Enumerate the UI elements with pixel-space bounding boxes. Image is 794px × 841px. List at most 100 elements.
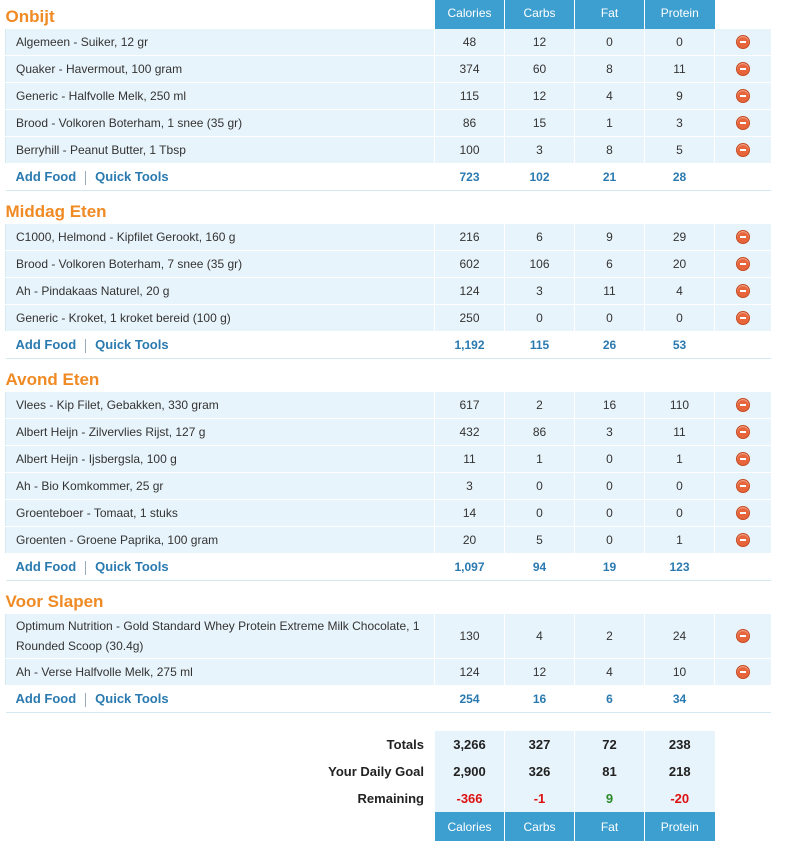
delete-cell[interactable]	[714, 445, 771, 473]
delete-cell[interactable]	[714, 526, 771, 554]
section-spacer	[6, 713, 771, 732]
food-name[interactable]: Quaker - Havermout, 100 gram	[5, 55, 435, 83]
column-header-protein[interactable]: Protein	[644, 0, 715, 29]
food-name[interactable]: Berryhill - Peanut Butter, 1 Tbsp	[5, 136, 435, 164]
food-name[interactable]: Ah - Pindakaas Naturel, 20 g	[5, 277, 435, 305]
food-row[interactable]: Ah - Verse Halfvolle Melk, 275 ml 124 12 4 1…	[5, 658, 771, 686]
delete-cell[interactable]	[714, 109, 771, 137]
food-name[interactable]: Groenteboer - Tomaat, 1 stuks	[5, 499, 435, 527]
meal-totals-row: Add Food Quick Tools 723 102 21 28	[5, 163, 771, 191]
summary-label: Totals	[386, 737, 424, 752]
food-row[interactable]: Groenten - Groene Paprika, 100 gram 20 5 0 1	[5, 526, 771, 554]
food-row[interactable]: Brood - Volkoren Boterham, 7 snee (35 gr…	[5, 250, 771, 278]
food-row[interactable]: C1000, Helmond - Kipfilet Gerookt, 160 g…	[5, 224, 771, 251]
delete-cell[interactable]	[714, 392, 771, 419]
delete-cell[interactable]	[714, 55, 771, 83]
add-food-link[interactable]: Add Food	[15, 559, 77, 575]
column-header-calories[interactable]: Calories	[434, 0, 505, 29]
food-row[interactable]: Brood - Volkoren Boterham, 1 snee (35 gr…	[5, 109, 771, 137]
remove-circle-icon[interactable]	[735, 398, 750, 413]
food-carbs: 5	[504, 526, 575, 554]
food-name[interactable]: Albert Heijn - Zilvervlies Rijst, 127 g	[5, 418, 435, 446]
remove-circle-icon[interactable]	[735, 143, 750, 158]
remove-circle-icon[interactable]	[735, 425, 750, 440]
quick-tools-link[interactable]: Quick Tools	[95, 169, 169, 185]
add-food-link[interactable]: Add Food	[15, 691, 77, 707]
remove-circle-icon[interactable]	[735, 665, 750, 680]
delete-cell[interactable]	[714, 418, 771, 446]
food-row[interactable]: Albert Heijn - Ijsbergsla, 100 g 11 1 0 1	[5, 445, 771, 473]
food-row[interactable]: Generic - Kroket, 1 kroket bereid (100 g…	[5, 304, 771, 332]
quick-tools-link[interactable]: Quick Tools	[95, 337, 169, 353]
meal-header-row: Voor Slapen	[6, 581, 771, 615]
food-row[interactable]: Vlees - Kip Filet, Gebakken, 330 gram 617…	[5, 392, 771, 419]
food-carbs: 12	[504, 658, 575, 686]
column-header-carbs[interactable]: Carbs	[504, 0, 575, 29]
food-name[interactable]: Ah - Verse Halfvolle Melk, 275 ml	[5, 658, 435, 686]
spacer-cell	[6, 713, 771, 732]
column-header-fat[interactable]: Fat	[574, 0, 645, 29]
food-row[interactable]: Berryhill - Peanut Butter, 1 Tbsp 100 3 8 5	[5, 136, 771, 164]
remove-circle-icon[interactable]	[735, 284, 750, 299]
food-row[interactable]: Quaker - Havermout, 100 gram 374 60 8 11	[5, 55, 771, 83]
remove-circle-icon[interactable]	[735, 452, 750, 467]
food-row[interactable]: Groenteboer - Tomaat, 1 stuks 14 0 0 0	[5, 499, 771, 527]
quick-tools-link[interactable]: Quick Tools	[95, 691, 169, 707]
quick-tools-link[interactable]: Quick Tools	[95, 559, 169, 575]
meal-title: Onbijt	[5, 7, 55, 26]
food-name[interactable]: Brood - Volkoren Boterham, 7 snee (35 gr…	[5, 250, 435, 278]
food-protein: 1	[644, 445, 715, 473]
food-name[interactable]: Generic - Kroket, 1 kroket bereid (100 g…	[5, 304, 435, 332]
delete-cell[interactable]	[714, 472, 771, 500]
delete-cell[interactable]	[714, 614, 771, 659]
remove-circle-icon[interactable]	[735, 506, 750, 521]
delete-cell[interactable]	[714, 277, 771, 305]
add-food-link[interactable]: Add Food	[15, 169, 77, 185]
food-name[interactable]: Vlees - Kip Filet, Gebakken, 330 gram	[5, 392, 435, 419]
remove-circle-icon[interactable]	[735, 116, 750, 131]
add-food-link[interactable]: Add Food	[15, 337, 77, 353]
remove-circle-icon[interactable]	[735, 533, 750, 548]
food-row[interactable]: Ah - Bio Komkommer, 25 gr 3 0 0 0	[5, 472, 771, 500]
delete-cell[interactable]	[714, 224, 771, 251]
meal-total-fat: 6	[574, 685, 645, 713]
remove-circle-icon[interactable]	[735, 629, 750, 644]
food-carbs: 2	[504, 392, 575, 419]
delete-cell[interactable]	[714, 658, 771, 686]
row-spacer	[715, 785, 771, 812]
delete-cell[interactable]	[714, 304, 771, 332]
food-protein: 1	[644, 526, 715, 554]
remove-circle-icon[interactable]	[735, 35, 750, 50]
food-name[interactable]: Albert Heijn - Ijsbergsla, 100 g	[5, 445, 435, 473]
food-name[interactable]: Algemeen - Suiker, 12 gr	[5, 29, 435, 56]
food-name[interactable]: Ah - Bio Komkommer, 25 gr	[5, 472, 435, 500]
meal-total-protein: 123	[644, 553, 715, 581]
food-row[interactable]: Generic - Halfvolle Melk, 250 ml 115 12 4 9	[5, 82, 771, 110]
food-name[interactable]: Optimum Nutrition - Gold Standard Whey P…	[5, 614, 435, 659]
food-name[interactable]: Groenten - Groene Paprika, 100 gram	[5, 526, 435, 554]
delete-cell[interactable]	[714, 499, 771, 527]
summary-row-remaining: Remaining -366 -1 9 -20	[6, 785, 771, 812]
remove-circle-icon[interactable]	[735, 479, 750, 494]
delete-cell[interactable]	[714, 136, 771, 164]
meal-total-calories: 723	[434, 163, 505, 191]
remove-circle-icon[interactable]	[735, 257, 750, 272]
remove-circle-icon[interactable]	[735, 311, 750, 326]
food-row[interactable]: Ah - Pindakaas Naturel, 20 g 124 3 11 4	[5, 277, 771, 305]
delete-cell[interactable]	[714, 82, 771, 110]
summary-protein: 218	[644, 758, 715, 785]
food-name[interactable]: Generic - Halfvolle Melk, 250 ml	[5, 82, 435, 110]
food-name[interactable]: C1000, Helmond - Kipfilet Gerookt, 160 g	[5, 224, 435, 251]
remove-circle-icon[interactable]	[735, 230, 750, 245]
food-row[interactable]: Algemeen - Suiker, 12 gr 48 12 0 0	[5, 29, 771, 56]
header-spacer	[435, 581, 771, 615]
delete-cell[interactable]	[714, 250, 771, 278]
remove-circle-icon[interactable]	[735, 89, 750, 104]
remove-circle-icon[interactable]	[735, 62, 750, 77]
food-name[interactable]: Brood - Volkoren Boterham, 1 snee (35 gr…	[5, 109, 435, 137]
food-carbs: 3	[504, 277, 575, 305]
food-row[interactable]: Optimum Nutrition - Gold Standard Whey P…	[5, 614, 771, 659]
delete-cell[interactable]	[714, 29, 771, 56]
food-carbs: 60	[504, 55, 575, 83]
